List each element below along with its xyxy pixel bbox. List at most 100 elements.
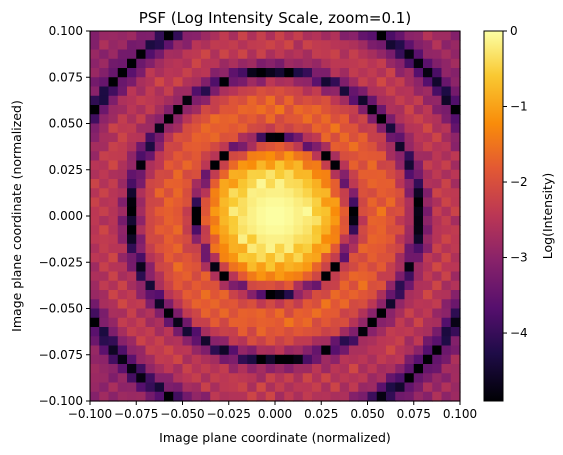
heatmap-cell xyxy=(302,216,313,226)
heatmap-cell xyxy=(173,142,184,152)
heatmap-cell xyxy=(358,206,369,217)
heatmap-cell xyxy=(404,271,415,282)
heatmap-cell xyxy=(136,345,147,356)
heatmap-cell xyxy=(441,253,452,263)
heatmap-cell xyxy=(404,68,415,78)
heatmap-cell xyxy=(265,197,276,208)
heatmap-cell xyxy=(108,77,119,88)
heatmap-cell xyxy=(154,299,165,310)
heatmap-cell xyxy=(330,317,341,328)
heatmap-cell xyxy=(358,31,369,41)
heatmap-cell xyxy=(210,336,221,347)
heatmap-cell xyxy=(90,151,100,162)
heatmap-cell xyxy=(293,77,304,88)
heatmap-cell xyxy=(117,142,128,152)
heatmap-cell xyxy=(404,308,415,319)
heatmap-cell xyxy=(201,345,211,356)
heatmap-cell xyxy=(219,105,230,115)
heatmap-cell xyxy=(321,299,332,310)
heatmap-cell xyxy=(395,271,406,282)
heatmap-cell xyxy=(145,179,156,189)
heatmap-cell xyxy=(173,253,184,263)
heatmap-cell xyxy=(145,123,156,134)
heatmap-cell xyxy=(238,160,248,171)
heatmap-cell xyxy=(99,391,110,402)
heatmap-cell xyxy=(441,317,452,328)
heatmap-cell xyxy=(441,345,452,356)
heatmap-cell xyxy=(395,391,406,402)
heatmap-cell xyxy=(238,243,248,254)
heatmap-cell xyxy=(228,253,239,263)
heatmap-cell xyxy=(293,68,304,78)
heatmap-cell xyxy=(99,290,110,300)
heatmap-cell xyxy=(358,290,369,300)
heatmap-cell xyxy=(432,317,443,328)
heatmap-cell xyxy=(256,132,267,143)
heatmap-cell xyxy=(265,382,276,393)
heatmap-cell xyxy=(413,95,424,106)
heatmap-cell xyxy=(90,105,100,115)
heatmap-cell xyxy=(117,225,128,236)
heatmap-cell xyxy=(441,308,452,319)
heatmap-cell xyxy=(265,105,276,115)
heatmap-cell xyxy=(99,271,110,282)
heatmap-cell xyxy=(321,197,332,208)
heatmap-cell xyxy=(367,364,378,374)
heatmap-cell xyxy=(395,77,406,88)
heatmap-cell xyxy=(99,243,110,254)
heatmap-cell xyxy=(164,225,174,236)
heatmap-cell xyxy=(358,317,369,328)
heatmap-cell xyxy=(339,160,350,171)
heatmap-cell xyxy=(339,188,350,199)
heatmap-cell xyxy=(395,49,406,60)
heatmap-cell xyxy=(228,114,239,125)
heatmap-cell xyxy=(423,151,433,162)
heatmap-cell xyxy=(136,206,147,217)
heatmap-cell xyxy=(395,354,406,365)
heatmap-cell xyxy=(386,336,396,347)
heatmap-cell xyxy=(154,58,165,69)
heatmap-cell xyxy=(164,169,174,180)
heatmap-cell xyxy=(247,188,258,199)
heatmap-cell xyxy=(339,95,350,106)
heatmap-cell xyxy=(238,58,248,69)
heatmap-cell xyxy=(90,364,100,374)
heatmap-cell xyxy=(145,58,156,69)
heatmap-cell xyxy=(247,95,258,106)
heatmap-cell xyxy=(108,308,119,319)
heatmap-cell xyxy=(413,317,424,328)
heatmap-cell xyxy=(423,308,433,319)
heatmap-cell xyxy=(404,234,415,245)
heatmap-cell xyxy=(117,151,128,162)
heatmap-cell xyxy=(182,86,193,97)
heatmap-cell xyxy=(339,114,350,125)
heatmap-cell xyxy=(154,142,165,152)
heatmap-cell xyxy=(117,271,128,282)
heatmap-cell xyxy=(293,234,304,245)
heatmap-cell xyxy=(395,95,406,106)
heatmap-cell xyxy=(330,123,341,134)
heatmap-cell xyxy=(247,354,258,365)
heatmap-cell xyxy=(238,354,248,365)
heatmap-cell xyxy=(367,114,378,125)
heatmap-cell xyxy=(228,364,239,374)
heatmap-cell xyxy=(173,114,184,125)
heatmap-cell xyxy=(404,253,415,263)
heatmap-cell xyxy=(108,364,119,374)
heatmap-cell xyxy=(404,169,415,180)
heatmap-cell xyxy=(238,105,248,115)
heatmap-cell xyxy=(450,225,461,236)
heatmap-cell xyxy=(90,77,100,88)
heatmap-cell xyxy=(201,188,211,199)
heatmap-cell xyxy=(376,49,387,60)
heatmap-cell xyxy=(284,197,295,208)
heatmap-cell xyxy=(395,142,406,152)
heatmap-cell xyxy=(367,58,378,69)
heatmap-cell xyxy=(117,364,128,374)
heatmap-cell xyxy=(247,77,258,88)
heatmap-cell xyxy=(302,391,313,402)
heatmap-cell xyxy=(228,123,239,134)
heatmap-cell xyxy=(108,58,119,69)
heatmap-cell xyxy=(349,86,359,97)
heatmap-cell xyxy=(117,132,128,143)
